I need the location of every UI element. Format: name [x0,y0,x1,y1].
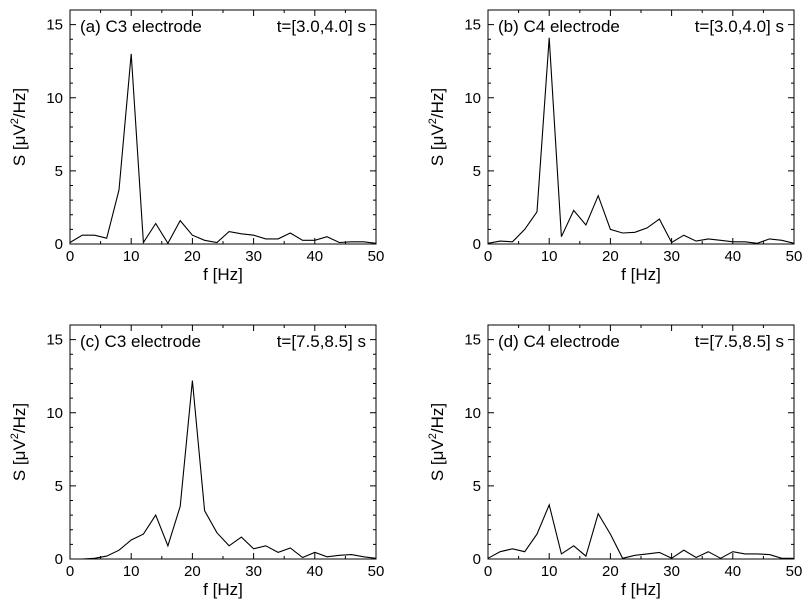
time-window-label: t=[7.5,8.5] s [277,332,366,351]
y-axis-title-unit: V [428,124,447,136]
x-tick-label: 40 [724,248,741,265]
y-tick-label: 10 [46,405,63,422]
x-tick-label: 30 [663,248,680,265]
y-axis-title-mu: μ [428,136,447,146]
x-tick-label: 0 [484,248,492,265]
y-axis-title: S [μV2/Hz] [9,88,29,166]
x-axis-title: f [Hz] [621,580,661,599]
x-tick-label: 10 [123,248,140,265]
y-axis-title-mu: μ [428,451,447,461]
x-tick-label: 40 [306,248,323,265]
x-tick-label: 0 [484,563,492,580]
x-tick-label: 40 [306,563,323,580]
spectrum-line [487,503,794,559]
y-tick-label: 15 [464,332,481,349]
x-tick-label: 0 [66,563,74,580]
y-axis-title-mu: μ [10,136,29,146]
x-tick-label: 30 [245,563,262,580]
y-tick-label: 15 [464,17,481,34]
y-tick-label: 5 [55,163,63,180]
y-tick-label: 0 [55,551,63,568]
y-axis-title-unit: V [10,124,29,136]
y-axis-title: S [μV2/Hz] [427,88,447,166]
y-tick-label: 0 [473,551,481,568]
x-axis-title: f [Hz] [621,265,661,284]
y-axis-title-sup: 2 [427,433,439,439]
x-tick-label: 50 [368,563,385,580]
x-tick-label: 0 [66,248,74,265]
x-tick-label: 40 [724,563,741,580]
y-axis-title-sup: 2 [9,118,21,124]
y-tick-label: 15 [46,17,63,34]
panel-label: (b) C4 electrode [498,17,620,36]
y-tick-label: 0 [473,236,481,253]
y-tick-label: 5 [55,478,63,495]
chart-panel-d: 0 10 20 30 40 50 0 5 10 15 (d) C4 electrode t=[7.5,… [427,324,803,599]
x-tick-label: 50 [786,248,803,265]
y-axis-title-prefix: S [ [428,460,447,481]
x-axis-title: f [Hz] [203,580,243,599]
y-tick-label: 10 [464,90,481,107]
y-tick-label: 0 [55,236,63,253]
y-axis-title: S [μV2/Hz] [427,403,447,481]
spectrum-line [70,380,377,560]
y-tick-label: 10 [46,90,63,107]
time-window-label: t=[7.5,8.5] s [695,332,784,351]
y-axis-title-unit: V [428,439,447,451]
time-window-label: t=[3.0,4.0] s [695,17,784,36]
y-axis-title-suffix: /Hz] [428,88,447,118]
x-tick-label: 30 [663,563,680,580]
spectrum-line [487,37,795,244]
y-tick-label: 5 [473,478,481,495]
x-tick-label: 10 [541,248,558,265]
y-axis-title: S [μV2/Hz] [9,403,29,481]
x-tick-label: 30 [245,248,262,265]
plot-frame [69,9,377,245]
y-axis-title-prefix: S [ [428,145,447,166]
x-tick-label: 20 [184,563,201,580]
y-tick-label: 15 [46,332,63,349]
time-window-label: t=[3.0,4.0] s [277,17,366,36]
panel-label: (a) C3 electrode [80,17,202,36]
plot-frame [69,324,377,560]
x-tick-label: 50 [786,563,803,580]
y-axis-title-suffix: /Hz] [10,88,29,118]
x-tick-label: 20 [602,563,619,580]
spectrum-line [69,53,377,245]
plot-frame [487,9,795,245]
y-axis-title-prefix: S [ [10,460,29,481]
y-axis-title-prefix: S [ [10,145,29,166]
y-axis-title-suffix: /Hz] [428,403,447,433]
chart-panel-b: 0 10 20 30 40 50 0 5 10 15 (b) C4 electrode t=[3.0,… [427,9,803,284]
y-axis-title-sup: 2 [9,433,21,439]
x-tick-label: 10 [541,563,558,580]
y-axis-title-mu: μ [10,451,29,461]
plot-frame [487,324,795,560]
chart-panel-c: 0 10 20 30 40 50 0 5 10 15 (c) C3 electrode t=[7.5,… [9,324,385,599]
x-tick-label: 20 [602,248,619,265]
chart-panel-a: 0 10 20 30 40 50 0 5 10 15 (a) C3 electrode t=[3.0,… [9,9,385,284]
x-axis-title: f [Hz] [203,265,243,284]
x-tick-label: 10 [123,563,140,580]
x-tick-label: 50 [368,248,385,265]
x-tick-label: 20 [184,248,201,265]
panel-label: (c) C3 electrode [80,332,201,351]
y-axis-title-unit: V [10,439,29,451]
y-tick-label: 5 [473,163,481,180]
y-tick-label: 10 [464,405,481,422]
y-axis-title-sup: 2 [427,118,439,124]
panel-label: (d) C4 electrode [498,332,620,351]
y-axis-title-suffix: /Hz] [10,403,29,433]
